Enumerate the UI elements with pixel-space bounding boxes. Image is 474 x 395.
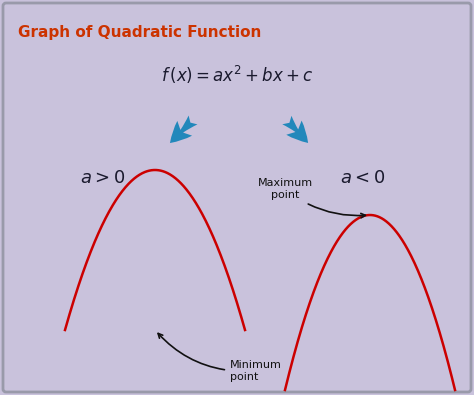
Text: Graph of Quadratic Function: Graph of Quadratic Function [18, 25, 261, 40]
FancyBboxPatch shape [3, 3, 471, 392]
Text: $a < 0$: $a < 0$ [340, 169, 385, 187]
Text: Maximum
point: Maximum point [257, 179, 365, 218]
Text: $f\,(x) = ax^2 + bx + c$: $f\,(x) = ax^2 + bx + c$ [161, 64, 313, 86]
Text: $a > 0$: $a > 0$ [80, 169, 125, 187]
Text: Minimum
point: Minimum point [158, 333, 282, 382]
